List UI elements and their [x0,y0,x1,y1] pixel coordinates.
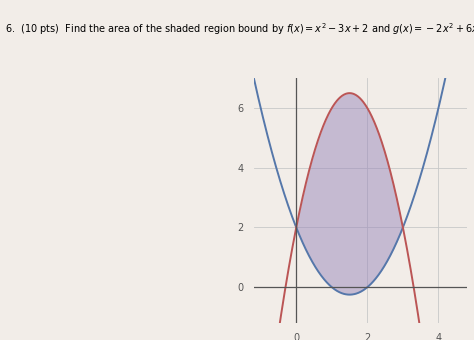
Text: 6.  (10 pts)  Find the area of the shaded region bound by $f(x) = x^2 - 3x + 2$ : 6. (10 pts) Find the area of the shaded … [5,21,474,37]
